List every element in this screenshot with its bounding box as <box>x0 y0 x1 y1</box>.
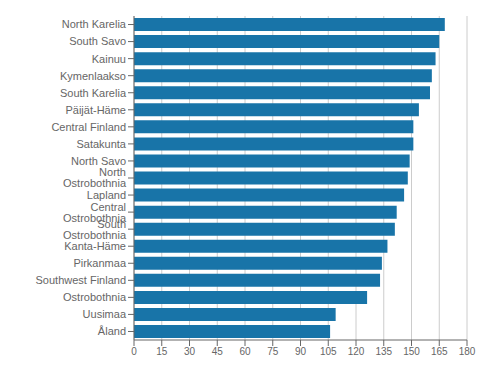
svg-text:Lapland: Lapland <box>87 189 126 201</box>
svg-text:105: 105 <box>320 346 337 357</box>
svg-text:Kymenlaakso: Kymenlaakso <box>60 70 126 82</box>
svg-text:90: 90 <box>295 346 307 357</box>
svg-text:South Savo: South Savo <box>69 35 126 47</box>
svg-text:Southwest Finland: Southwest Finland <box>36 274 127 286</box>
svg-text:150: 150 <box>403 346 420 357</box>
svg-text:Kainuu: Kainuu <box>92 53 126 65</box>
svg-text:120: 120 <box>348 346 365 357</box>
svg-text:Central Finland: Central Finland <box>51 121 126 133</box>
svg-text:30: 30 <box>184 346 196 357</box>
svg-text:75: 75 <box>267 346 279 357</box>
svg-text:Ostrobothnia: Ostrobothnia <box>63 291 127 303</box>
svg-text:0: 0 <box>131 346 137 357</box>
svg-text:SouthOstrobothnia: SouthOstrobothnia <box>63 218 127 241</box>
svg-text:Satakunta: Satakunta <box>76 138 126 150</box>
svg-text:South Karelia: South Karelia <box>60 87 127 99</box>
svg-text:180: 180 <box>459 346 476 357</box>
svg-text:Pirkanmaa: Pirkanmaa <box>73 257 126 269</box>
svg-text:North Savo: North Savo <box>71 155 126 167</box>
svg-text:45: 45 <box>212 346 224 357</box>
svg-text:Kanta-Häme: Kanta-Häme <box>64 240 126 252</box>
svg-text:Åland: Åland <box>98 325 126 337</box>
svg-text:North Karelia: North Karelia <box>62 18 127 30</box>
svg-text:60: 60 <box>239 346 251 357</box>
svg-text:165: 165 <box>431 346 448 357</box>
svg-text:Uusimaa: Uusimaa <box>83 308 127 320</box>
svg-text:NorthOstrobothnia: NorthOstrobothnia <box>63 166 127 189</box>
svg-text:Päijät-Häme: Päijät-Häme <box>65 104 126 116</box>
svg-text:15: 15 <box>156 346 168 357</box>
svg-text:135: 135 <box>375 346 392 357</box>
